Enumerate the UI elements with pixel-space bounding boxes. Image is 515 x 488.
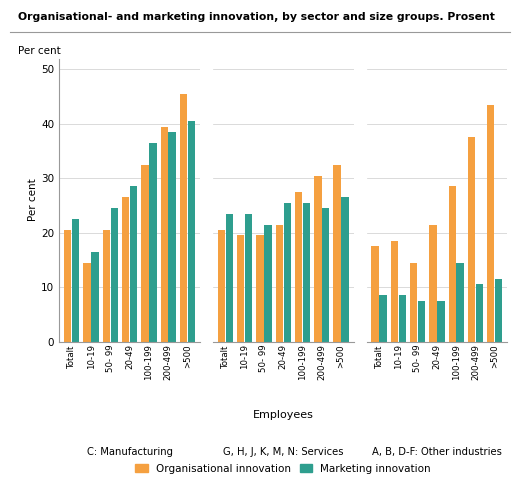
Bar — [122, 197, 129, 342]
Bar — [149, 143, 157, 342]
Bar — [111, 208, 118, 342]
Bar — [102, 230, 110, 342]
Bar — [334, 164, 341, 342]
Text: C: Manufacturing: C: Manufacturing — [87, 447, 173, 456]
Bar — [237, 235, 245, 342]
Bar — [322, 208, 330, 342]
Bar — [83, 263, 91, 342]
Bar — [399, 295, 406, 342]
Bar — [314, 176, 321, 342]
Bar — [476, 285, 483, 342]
Bar — [371, 246, 379, 342]
Bar — [168, 132, 176, 342]
Bar — [276, 224, 283, 342]
Bar — [295, 192, 302, 342]
Bar — [180, 94, 187, 342]
Bar — [495, 279, 502, 342]
Bar — [256, 235, 264, 342]
Bar — [437, 301, 444, 342]
Text: Employees: Employees — [253, 410, 314, 420]
Text: G, H, J, K, M, N: Services: G, H, J, K, M, N: Services — [223, 447, 344, 456]
Bar — [456, 263, 464, 342]
Text: Organisational- and marketing innovation, by sector and size groups. Prosent: Organisational- and marketing innovation… — [18, 12, 495, 22]
Bar — [226, 214, 233, 342]
Y-axis label: Per cent: Per cent — [28, 179, 39, 222]
Bar — [218, 230, 225, 342]
Bar — [410, 263, 417, 342]
Bar — [418, 301, 425, 342]
Text: Per cent: Per cent — [18, 46, 61, 56]
Bar — [264, 224, 271, 342]
Bar — [380, 295, 387, 342]
Bar — [468, 138, 475, 342]
Bar — [341, 197, 349, 342]
Bar — [391, 241, 398, 342]
Legend: Organisational innovation, Marketing innovation: Organisational innovation, Marketing inn… — [131, 460, 435, 478]
Bar — [64, 230, 72, 342]
Bar — [130, 186, 137, 342]
Bar — [72, 219, 79, 342]
Bar — [303, 203, 310, 342]
Bar — [449, 186, 456, 342]
Bar — [141, 164, 149, 342]
Bar — [245, 214, 252, 342]
Bar — [91, 252, 99, 342]
Bar — [161, 126, 168, 342]
Bar — [188, 121, 195, 342]
Bar — [284, 203, 291, 342]
Bar — [487, 105, 494, 342]
Text: A, B, D-F: Other industries: A, B, D-F: Other industries — [372, 447, 502, 456]
Bar — [430, 224, 437, 342]
